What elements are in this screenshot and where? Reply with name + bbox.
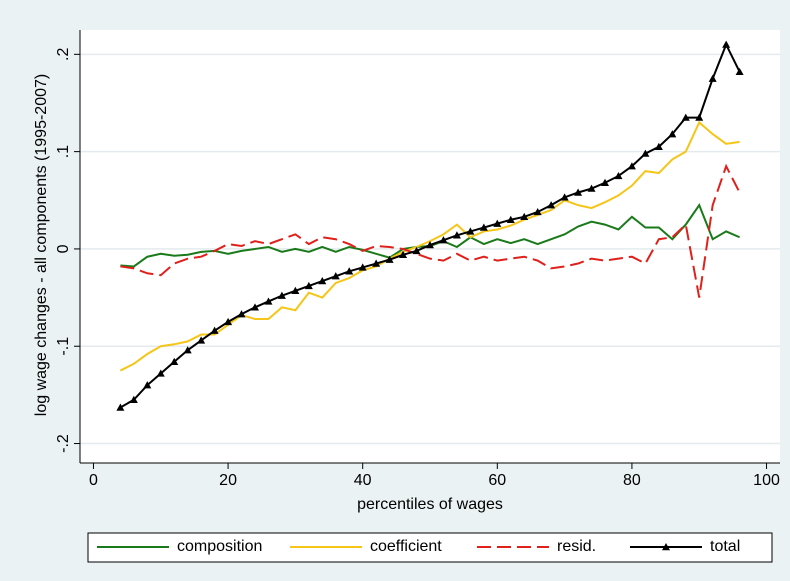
point-marker — [224, 317, 233, 326]
x-tick-label: 20 — [219, 472, 237, 489]
y-tick-label: 0 — [55, 244, 72, 253]
series-line — [120, 163, 741, 298]
y-tick-label: .1 — [55, 145, 72, 158]
point-marker — [116, 403, 125, 411]
point-marker — [237, 310, 246, 318]
point-marker — [318, 277, 327, 285]
x-axis-label: percentiles of wages — [357, 496, 503, 513]
x-tick-label: 40 — [354, 472, 372, 489]
point-marker — [560, 193, 569, 201]
point-marker — [547, 201, 556, 209]
point-marker — [372, 259, 381, 267]
point-marker — [399, 250, 408, 258]
point-marker — [183, 346, 192, 354]
legend-marker — [662, 543, 670, 551]
point-marker — [210, 326, 219, 334]
legend-label: resid. — [557, 538, 596, 555]
point-marker — [641, 149, 650, 157]
point-marker — [708, 74, 717, 82]
x-tick-label: 80 — [623, 472, 641, 489]
x-tick-label: 60 — [488, 472, 506, 489]
y-tick-label: -.1 — [55, 337, 72, 356]
point-marker — [681, 113, 690, 121]
point-marker — [493, 219, 502, 227]
point-marker — [143, 381, 152, 389]
point-marker — [129, 395, 138, 403]
point-marker — [385, 255, 394, 263]
point-marker — [197, 336, 206, 344]
point-marker — [358, 263, 367, 271]
point-marker — [695, 113, 704, 121]
point-marker — [574, 188, 583, 196]
point-marker — [668, 130, 677, 138]
point-marker — [587, 184, 596, 192]
point-marker — [264, 297, 273, 305]
y-tick-label: -.2 — [55, 434, 72, 453]
y-tick-label: .2 — [55, 48, 72, 61]
x-tick-label: 100 — [753, 472, 780, 489]
legend-label: total — [710, 538, 740, 555]
point-marker — [439, 236, 448, 244]
point-marker — [345, 267, 354, 275]
point-marker — [654, 142, 663, 150]
point-marker — [156, 369, 165, 377]
point-marker — [735, 67, 744, 76]
point-marker — [466, 227, 475, 235]
legend-label: coefficient — [370, 538, 442, 555]
point-marker — [533, 207, 542, 216]
legend-label: composition — [177, 538, 262, 555]
point-marker — [251, 303, 259, 311]
point-marker — [627, 162, 636, 170]
point-marker — [291, 286, 300, 294]
point-marker — [304, 281, 313, 290]
point-marker — [601, 178, 609, 186]
x-tick-label: 0 — [89, 472, 98, 489]
point-marker — [722, 40, 731, 48]
point-marker — [520, 212, 529, 221]
point-marker — [452, 231, 461, 239]
point-marker — [170, 357, 179, 366]
point-marker — [426, 241, 434, 249]
y-axis-label: log wage changes - all components (1995-… — [33, 74, 50, 416]
point-marker — [506, 215, 515, 223]
point-marker — [277, 291, 286, 299]
point-marker — [479, 223, 488, 231]
point-marker — [331, 272, 340, 280]
point-marker — [614, 171, 623, 180]
point-marker — [412, 246, 421, 255]
